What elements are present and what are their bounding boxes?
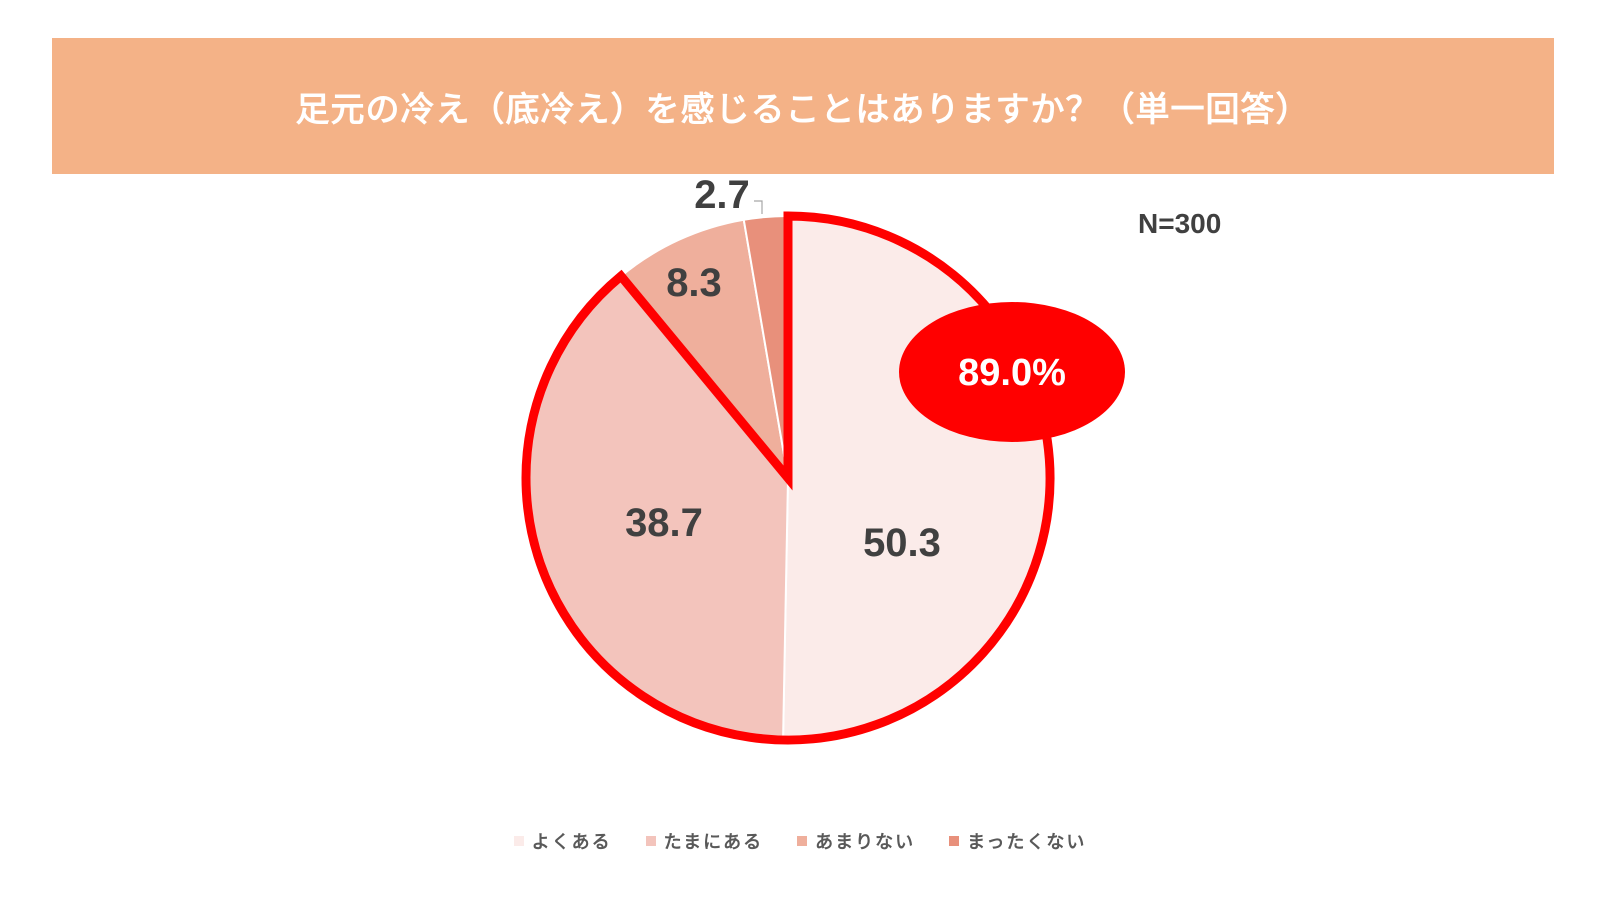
legend-label: あまりない [815, 832, 916, 853]
pie-slice-3 [619, 218, 790, 482]
legend: よくある たまにある あまりない まったくない [0, 828, 1600, 854]
pie-slice-1 [782, 214, 1052, 741]
callout-bubble [899, 302, 1125, 442]
legend-swatch [513, 836, 524, 846]
legend-item: よくある [513, 828, 612, 854]
legend-swatch [645, 836, 656, 846]
data-label-4: 2.7 [694, 173, 750, 217]
data-label-1: 50.3 [863, 521, 941, 565]
highlight-group: 89.0% [521, 211, 1125, 745]
legend-swatch [797, 836, 808, 846]
legend-item: まったくない [949, 828, 1086, 854]
chart-title: 足元の冷え（底冷え）を感じることはありますか？（単一回答） [295, 89, 1311, 130]
legend-swatch [949, 836, 960, 846]
data-label-2: 38.7 [625, 501, 703, 545]
data-label-3: 8.3 [666, 261, 722, 305]
legend-item: あまりない [797, 828, 915, 854]
callout-label: 89.0% [958, 352, 1066, 394]
legend-label: まったくない [967, 832, 1087, 853]
sample-size-label: N=300 [1138, 208, 1222, 239]
leader-line [754, 200, 763, 214]
slice-labels: 50.3 38.7 8.3 2.7 [625, 173, 941, 565]
legend-label: よくある [531, 832, 612, 853]
title-banner: 足元の冷え（底冷え）を感じることはありますか？（単一回答） [52, 38, 1554, 174]
legend-item: たまにある [645, 828, 764, 854]
legend-label: たまにある [663, 832, 764, 853]
